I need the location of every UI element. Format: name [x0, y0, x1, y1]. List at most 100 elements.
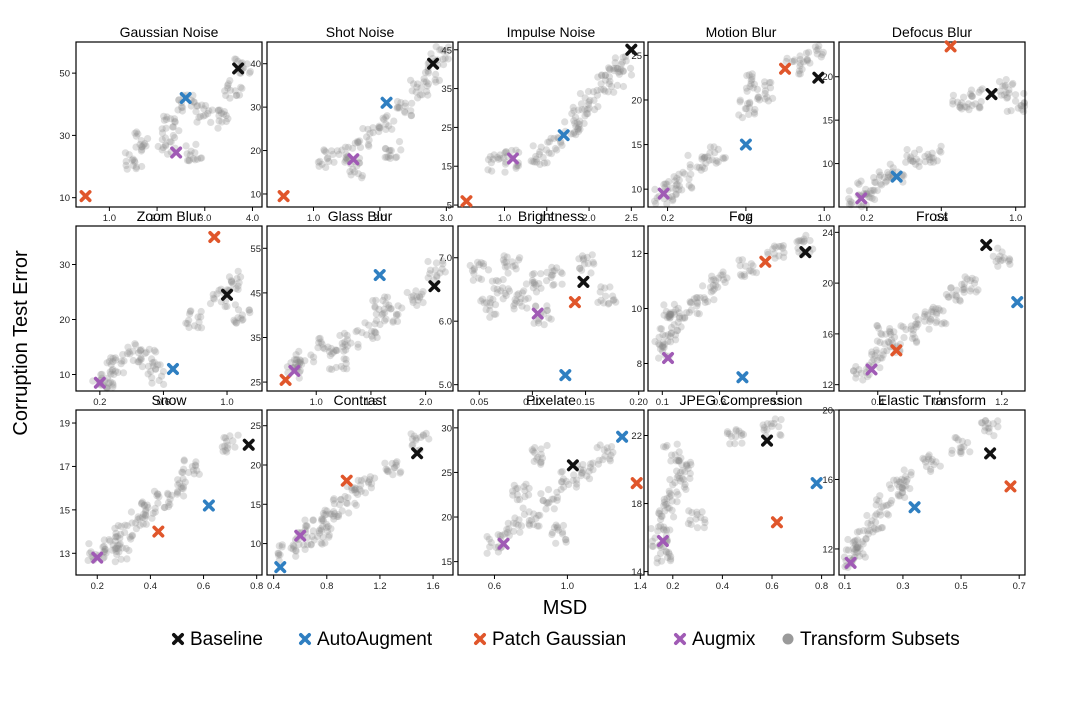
subset-point	[882, 502, 891, 510]
subset-point	[549, 267, 557, 275]
subset-point	[496, 154, 504, 162]
subset-point	[899, 323, 907, 331]
subset-point	[330, 158, 338, 166]
subset-point	[401, 99, 409, 107]
subset-point	[328, 365, 336, 373]
subset-point	[862, 185, 870, 193]
subset-point	[671, 479, 679, 487]
subset-point	[764, 248, 772, 256]
subset-point	[388, 125, 396, 133]
subset-point	[727, 433, 736, 441]
x-tick-label: 0.4	[871, 397, 884, 408]
subset-point	[673, 498, 681, 506]
subset-point	[207, 118, 215, 126]
subset-point	[903, 475, 911, 484]
subset-point	[712, 157, 721, 165]
subset-point	[278, 541, 286, 549]
subset-point	[745, 71, 753, 79]
subset-point	[900, 481, 908, 489]
autoaugment-marker	[616, 430, 629, 443]
y-tick-label: 17	[59, 462, 70, 473]
subset-point	[221, 442, 229, 450]
subset-point	[425, 435, 433, 443]
augmix-marker	[506, 152, 519, 165]
subset-point	[512, 485, 520, 493]
subset-point	[978, 85, 987, 93]
subset-point	[333, 147, 341, 155]
x-tick-label: 1.0	[498, 213, 511, 224]
subset-point	[539, 497, 547, 505]
subset-point	[313, 532, 322, 541]
subset-point	[899, 488, 907, 496]
subset-point	[346, 168, 354, 176]
subset-point	[545, 498, 553, 506]
subset-point	[424, 257, 432, 266]
subset-point	[949, 91, 958, 99]
subset-point	[767, 420, 775, 428]
subset-point	[126, 533, 134, 541]
panel-frame	[75, 225, 263, 392]
x-tick-label: 1.5	[364, 397, 377, 408]
subset-point	[597, 296, 605, 304]
subset-point	[557, 478, 566, 486]
subset-point	[384, 153, 392, 161]
subset-point	[875, 497, 883, 505]
x-tick-label: 0.10	[523, 397, 542, 408]
subset-point	[736, 262, 744, 270]
subset-point	[351, 484, 359, 492]
subset-point	[872, 179, 880, 187]
subset-point	[583, 253, 591, 261]
subset-point	[382, 125, 390, 133]
subset-point	[138, 162, 146, 171]
subset-point	[670, 173, 678, 181]
subset-point	[580, 254, 588, 262]
subset-point	[850, 367, 858, 375]
subset-point	[611, 59, 619, 67]
subset-point	[138, 513, 147, 522]
subset-point	[736, 98, 744, 106]
subset-point	[686, 458, 695, 466]
subset-point	[873, 510, 881, 518]
subset-point	[981, 417, 990, 425]
y-tick-label: 18	[631, 499, 642, 510]
subset-point	[132, 165, 140, 173]
subset-point	[301, 522, 310, 530]
subset-point	[873, 322, 882, 330]
subset-point	[359, 125, 367, 133]
subset-point	[161, 134, 170, 142]
subset-point	[574, 106, 583, 114]
subset-point	[869, 186, 877, 194]
subset-point	[884, 173, 892, 181]
subset-point	[850, 548, 858, 556]
subset-point	[324, 343, 332, 351]
subset-point	[394, 302, 402, 310]
subset-point	[109, 358, 117, 366]
subset-point	[660, 180, 668, 188]
subset-point	[514, 290, 523, 298]
subset-point	[547, 315, 555, 323]
panel-frame	[457, 409, 645, 576]
subset-point	[327, 344, 335, 353]
subset-point	[880, 340, 889, 348]
subset-point	[501, 149, 509, 157]
x-tick-label: 0.4	[267, 581, 280, 592]
subset-point	[667, 323, 676, 332]
subset-point	[387, 305, 395, 313]
subset-point	[542, 505, 550, 513]
panel-frame	[838, 41, 1026, 208]
subset-point	[767, 78, 775, 87]
subset-point	[673, 174, 681, 182]
x-tick-label: 0.8	[933, 397, 946, 408]
subset-point	[876, 171, 885, 179]
subset-point	[594, 460, 603, 468]
subset-point	[586, 96, 594, 105]
y-tick-label: 20	[250, 146, 261, 157]
subset-point	[588, 251, 596, 259]
subset-point	[397, 468, 405, 476]
subset-point	[342, 499, 350, 507]
panel-title: Brightness	[518, 208, 584, 224]
subset-point	[160, 116, 168, 124]
subset-point	[369, 129, 377, 137]
subset-point	[890, 476, 898, 484]
subset-point	[948, 446, 956, 454]
